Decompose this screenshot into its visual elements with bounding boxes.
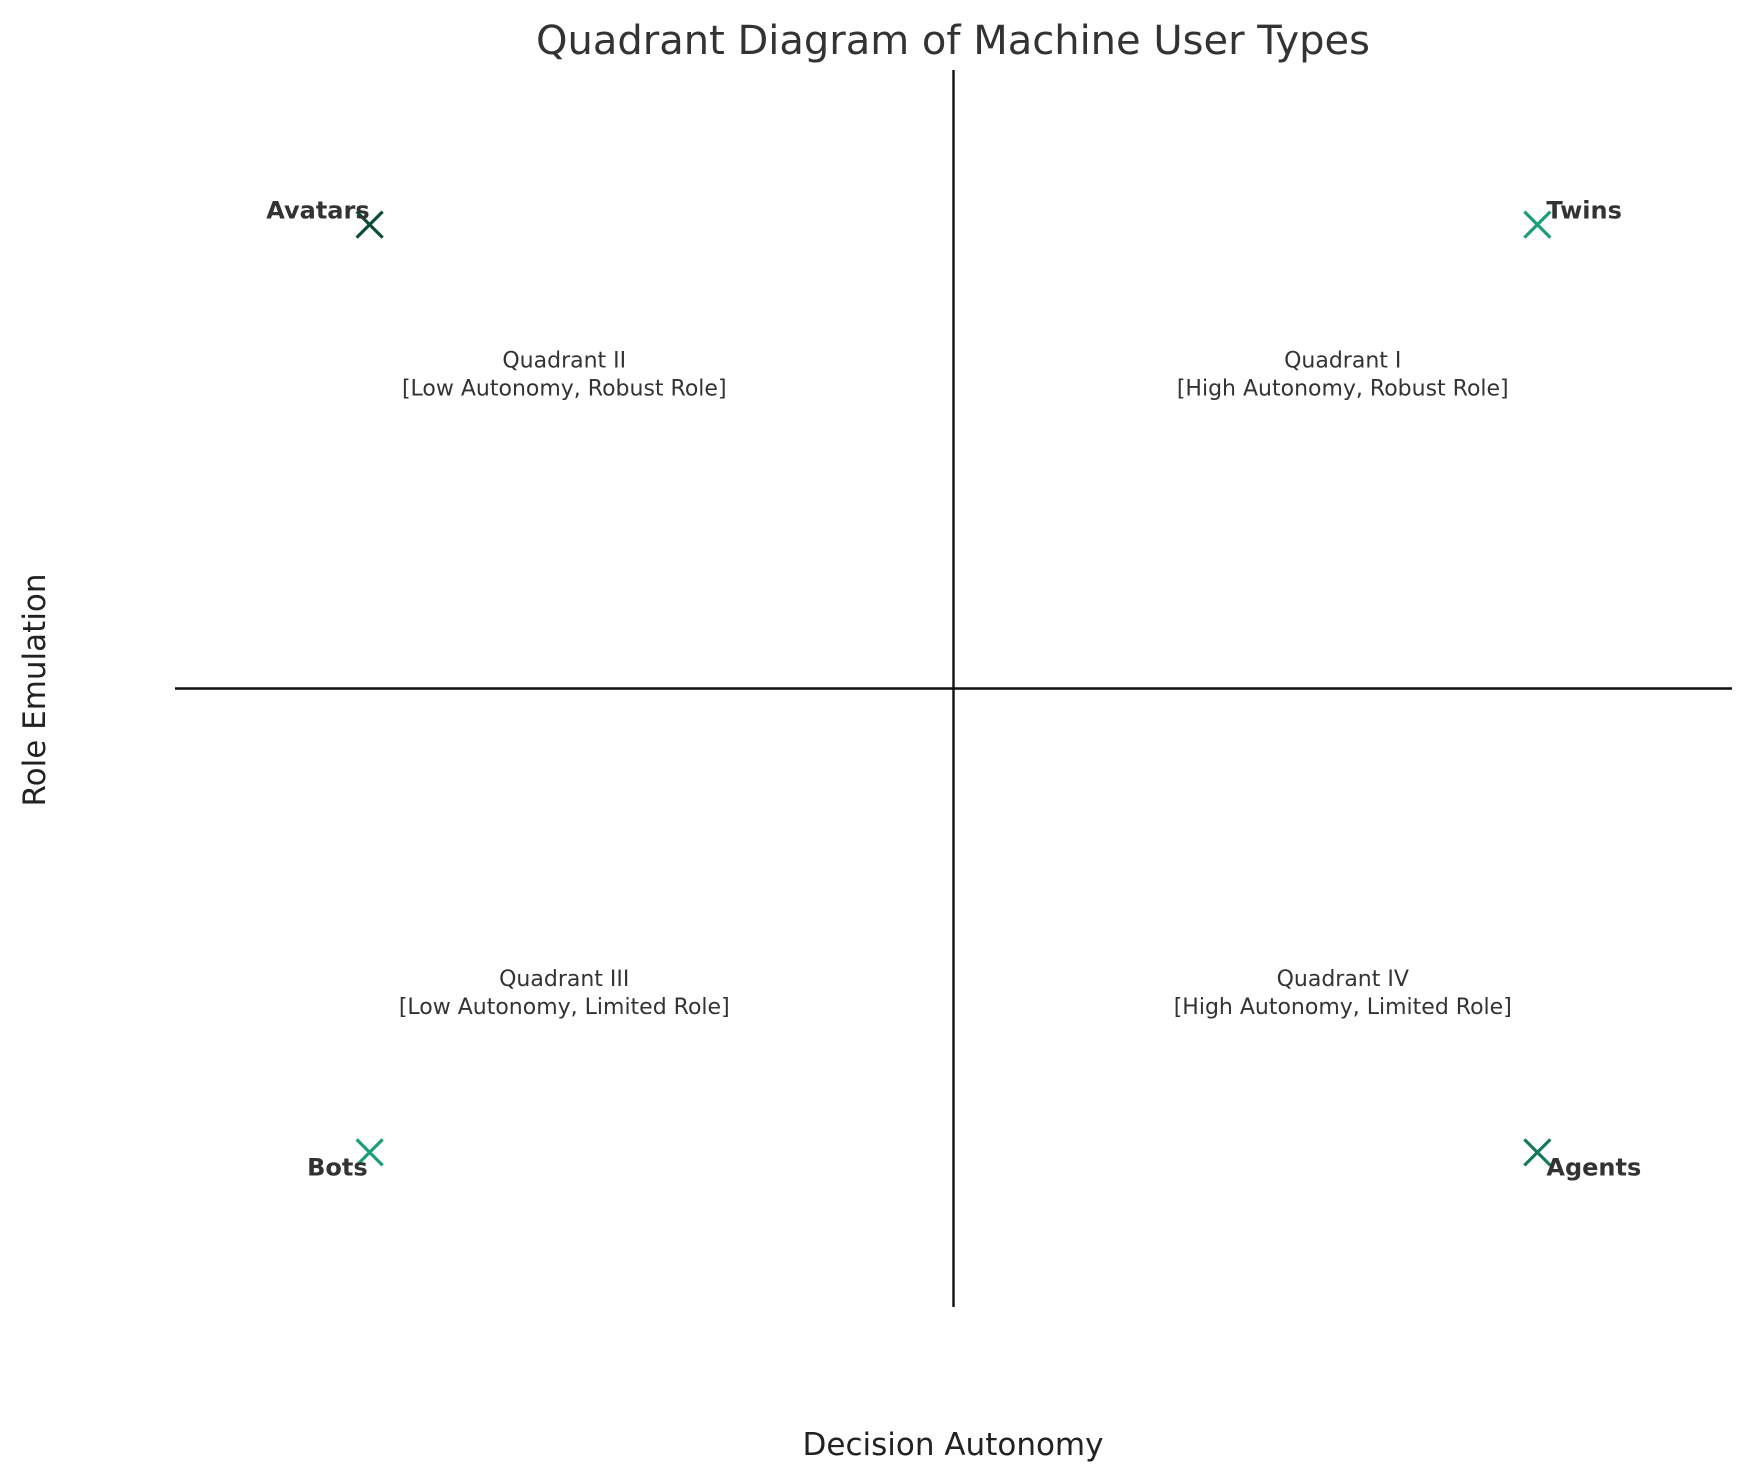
point-label-avatars: Avatars <box>266 197 369 225</box>
quadrant-desc-3: [Low Autonomy, Limited Role] <box>399 995 730 1020</box>
quadrant-name-3: Quadrant III <box>499 967 629 992</box>
y-axis-label: Role Emulation <box>17 573 53 806</box>
point-marker-twins <box>1523 210 1552 239</box>
quadrant-name-2: Quadrant II <box>502 348 626 373</box>
point-marker-avatars <box>355 210 384 239</box>
point-marker-agents <box>1523 1138 1552 1167</box>
x-axis-label: Decision Autonomy <box>803 1427 1104 1463</box>
quadrant-desc-1: [High Autonomy, Robust Role] <box>1177 376 1509 401</box>
point-label-bots: Bots <box>307 1153 368 1181</box>
point-label-twins: Twins <box>1546 197 1622 225</box>
chart-title: Quadrant Diagram of Machine User Types <box>536 18 1370 64</box>
quadrant-name-1: Quadrant I <box>1284 348 1401 373</box>
point-label-agents: Agents <box>1546 1153 1641 1181</box>
quadrant-desc-4: [High Autonomy, Limited Role] <box>1174 995 1512 1020</box>
quadrant-desc-2: [Low Autonomy, Robust Role] <box>402 376 727 401</box>
point-marker-bots <box>355 1138 384 1167</box>
quadrant-name-4: Quadrant IV <box>1277 967 1409 992</box>
